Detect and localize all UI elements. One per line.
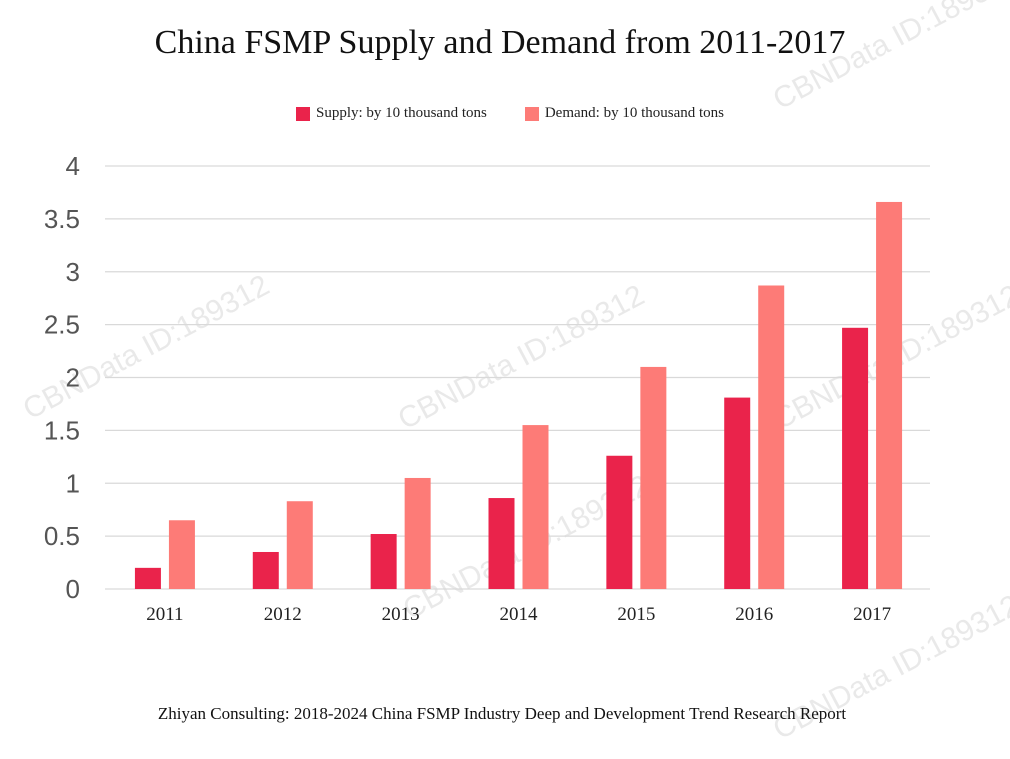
legend-label-supply: Supply: by 10 thousand tons [315,105,487,121]
bar-demand [876,201,903,589]
x-tick-label: 2014 [500,604,539,625]
y-tick-label: 1.5 [44,415,80,445]
bars [134,201,903,589]
x-tick-label: 2012 [264,604,302,625]
y-tick-label: 2 [66,363,80,393]
bar-demand [286,501,313,589]
bar-supply [252,551,279,589]
x-tick-label: 2017 [853,604,891,625]
bar-demand [758,285,785,589]
x-tick-label: 2015 [617,604,655,625]
chart-title: China FSMP Supply and Demand from 2011-2… [154,24,846,61]
bar-supply [370,534,397,589]
bar-demand [522,425,549,589]
x-tick-label: 2016 [735,604,773,625]
bar-supply [134,567,161,589]
chart-legend: Supply: by 10 thousand tons Demand: by 1… [0,105,1010,122]
y-tick-label: 1 [66,468,80,498]
y-tick-label: 3 [66,257,80,287]
bar-demand [640,366,667,589]
legend-item-supply: Supply: by 10 thousand tons [295,105,487,122]
watermark-text: CBNData ID:189312 [18,269,275,427]
y-tick-label: 4 [66,151,80,181]
y-tick-label: 3.5 [44,204,80,234]
watermark-text: CBNData ID:189312 [393,279,650,437]
x-tick-label: 2011 [146,604,183,625]
bar-demand [404,477,431,589]
y-axis-ticks: 0 0.5 1 1.5 2 2.5 3 3.5 4 [44,151,80,604]
legend-swatch-demand [524,106,539,121]
y-tick-label: 2.5 [44,310,80,340]
bar-supply [488,498,515,589]
bar-demand [168,520,195,589]
bar-supply [606,455,633,589]
y-tick-label: 0.5 [44,521,80,551]
y-tick-label: 0 [66,574,80,604]
x-tick-label: 2013 [382,604,420,625]
watermark-text: CBNData ID:189312 [768,0,1010,116]
x-axis-ticks: 2011 2012 2013 2014 2015 2016 2017 [146,604,891,625]
bar-supply [724,397,751,589]
source-note: Zhiyan Consulting: 2018-2024 China FSMP … [157,704,847,723]
legend-label-demand: Demand: by 10 thousand tons [544,105,724,121]
bar-supply [842,327,869,589]
gridlines [105,165,930,590]
legend-item-demand: Demand: by 10 thousand tons [524,105,724,122]
legend-swatch-supply [295,106,310,121]
